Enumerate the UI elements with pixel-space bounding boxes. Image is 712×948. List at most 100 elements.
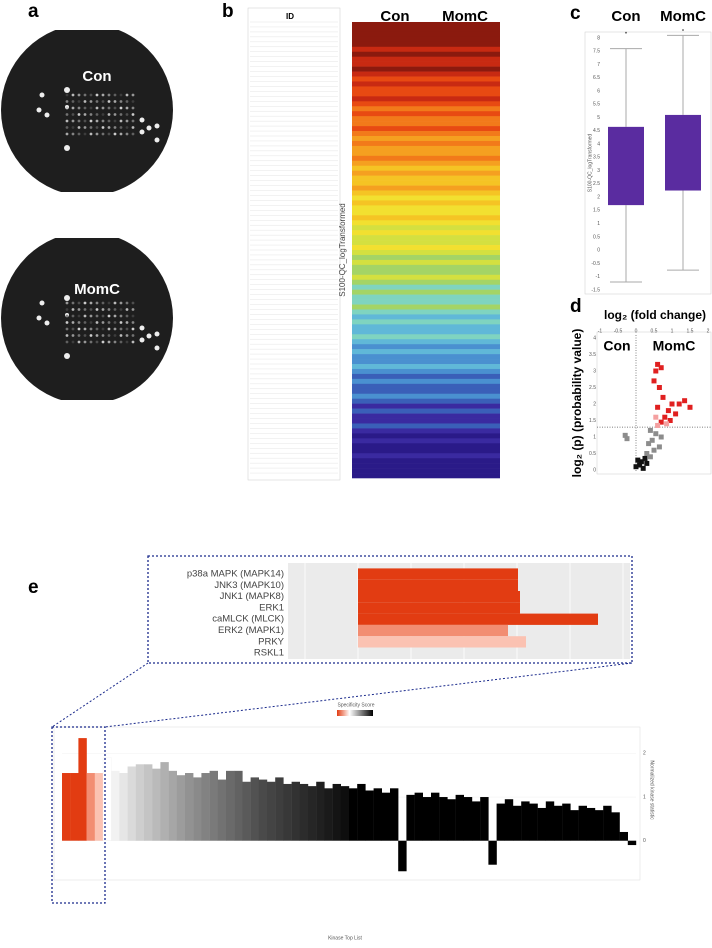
bar — [62, 773, 71, 841]
spot — [83, 327, 87, 331]
spot — [65, 106, 69, 110]
heatmap-cell — [352, 210, 426, 216]
spot — [113, 132, 117, 136]
spot — [125, 321, 129, 324]
spot — [89, 314, 93, 318]
y-tick-label: 6.5 — [593, 75, 600, 81]
bar — [381, 792, 391, 841]
bar — [358, 613, 598, 625]
y-tick-label: 2.5 — [593, 181, 600, 187]
heatmap-cell — [352, 46, 426, 53]
heatmap-cell — [426, 81, 500, 87]
spot — [113, 334, 117, 337]
spot — [89, 126, 93, 129]
bar — [275, 777, 284, 841]
spot — [154, 345, 160, 351]
heatmap-cell — [352, 443, 426, 449]
bar — [152, 768, 161, 841]
category-label: ERK2 (MAPK1) — [218, 625, 284, 636]
heatmap-cell — [426, 235, 500, 241]
heatmap-cell — [426, 433, 500, 439]
y-tick-label: 4 — [593, 335, 596, 341]
y-tick-label: 0 — [643, 838, 646, 844]
heatmap-cell — [352, 314, 426, 320]
spot — [44, 112, 50, 118]
spot — [107, 308, 111, 311]
heatmap-cell — [426, 378, 500, 385]
heatmap-cell — [352, 448, 426, 454]
spot — [101, 301, 105, 305]
heatmap-cell — [352, 359, 426, 365]
spot — [119, 327, 123, 331]
heatmap-cell — [352, 111, 426, 117]
heatmap-cell — [426, 136, 500, 142]
spot — [139, 325, 145, 331]
bar — [521, 801, 530, 841]
bar — [611, 812, 620, 841]
bar — [78, 738, 87, 841]
blot-label: MomC — [74, 281, 120, 298]
spot — [77, 119, 81, 123]
spot — [71, 106, 75, 110]
panel-letter: c — [570, 3, 581, 24]
heatmap-cell — [426, 289, 500, 295]
spot — [64, 295, 70, 301]
point — [665, 408, 671, 414]
heatmap-cell — [352, 339, 426, 345]
bar — [299, 783, 309, 841]
bar — [86, 773, 95, 841]
spot — [125, 308, 129, 311]
point — [655, 404, 661, 410]
panel-letter: e — [28, 577, 39, 598]
heatmap-cell — [352, 368, 426, 375]
heatmap-cell — [426, 448, 500, 454]
y-tick-label: 1.5 — [593, 208, 600, 214]
spot — [119, 132, 123, 136]
heatmap-cell — [352, 150, 426, 157]
spot — [95, 327, 99, 331]
spot — [107, 340, 111, 344]
spot — [107, 119, 111, 123]
bar — [554, 805, 563, 841]
y-tick-label: 2 — [593, 401, 596, 407]
spot — [65, 308, 69, 311]
bar — [358, 624, 508, 637]
heatmap-cell — [352, 349, 426, 355]
heatmap-cell — [352, 136, 426, 142]
heatmap-cell — [352, 22, 426, 28]
kinase-bar-chart: 0 1 2 Specificity Score Kinase Top List Norma… — [51, 662, 655, 941]
spot — [139, 117, 145, 123]
bar — [422, 797, 432, 841]
kinase-inset: p38a MAPK (MAPK14)JNK3 (MAPK10)JNK1 (MAP… — [187, 563, 630, 659]
spot — [95, 126, 99, 129]
heatmap-cell — [426, 230, 500, 236]
bar — [291, 781, 300, 841]
spot — [83, 132, 87, 136]
point — [635, 457, 641, 463]
spot — [154, 137, 160, 143]
spot — [65, 321, 69, 324]
heatmap-cell — [352, 453, 426, 459]
spot — [119, 308, 123, 311]
bar — [496, 803, 505, 841]
heatmap-cell — [352, 319, 426, 325]
heatmap-cell — [426, 240, 500, 246]
heatmap-cell — [426, 349, 500, 355]
outlier — [625, 31, 627, 34]
heatmap-cell — [352, 41, 426, 48]
spot — [77, 340, 81, 344]
volcano-plot: log₂ (fold change) log₂ (p) (probability … — [570, 308, 712, 477]
spot — [113, 113, 117, 116]
spot — [64, 353, 70, 359]
spot — [101, 334, 105, 337]
spot — [107, 321, 111, 324]
spot — [95, 100, 99, 103]
heatmap-cell — [352, 131, 426, 137]
bar — [185, 773, 194, 841]
bar — [431, 792, 440, 841]
point — [662, 414, 668, 420]
heatmap-cell — [426, 339, 500, 345]
heatmap-cell — [352, 304, 426, 310]
spot — [107, 132, 111, 136]
heatmap-cell — [352, 106, 426, 112]
